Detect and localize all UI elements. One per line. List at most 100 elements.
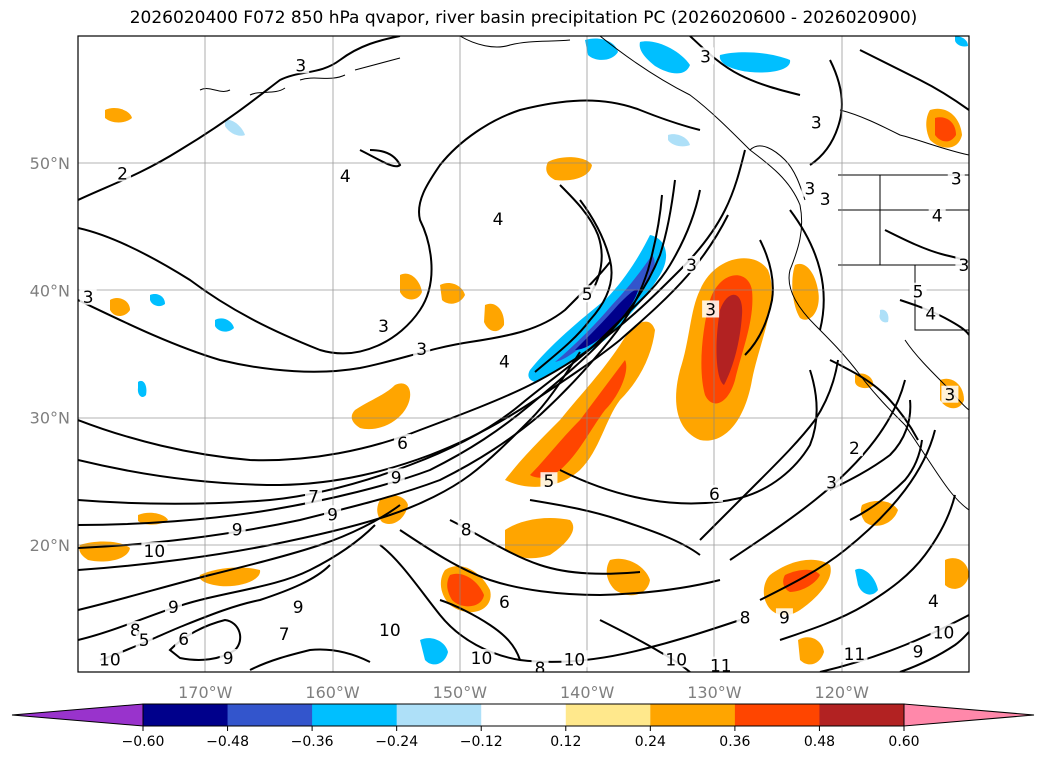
colorbar-tick-label: −0.60 [122,734,165,750]
coastlines [199,36,969,511]
colorbar: −0.60 −0.48 −0.36 −0.24 −0.12 0.12 0.24 0.36 0.4… [11,703,1035,750]
contour-label-halo [845,439,863,457]
colorbar-tick-label: −0.24 [375,734,418,750]
contour-label-halo [841,645,868,663]
colorbar-extend-max [903,703,1035,727]
colorbar-segment [565,704,651,726]
contour-label-halo [387,468,405,486]
colorbar-segment [819,704,905,726]
contour-label-halo [930,623,957,641]
contour-label: 5 [544,472,555,492]
contour-label: 8 [130,621,141,641]
contour-label: 3 [83,288,94,308]
contour-label-halo [96,650,123,668]
colorbar-segment [396,704,482,726]
contour-label-halo [707,656,734,672]
contour-label: 5 [582,285,593,305]
contour-label: 3 [700,47,711,67]
contour-label-halo [801,179,819,197]
contour-label: 3 [705,300,716,320]
contour-label-halo [578,285,596,303]
contour-label-halo [663,650,690,668]
contour-label-halo [928,206,946,224]
contour-label-halo [955,255,969,273]
contour-label-halo [135,631,153,649]
lat-tick-label: 40°N [30,281,70,300]
contour-label: 3 [811,113,822,133]
contour-label: 5 [913,283,924,303]
contour-label: 9 [327,505,338,525]
contour-label: 3 [958,256,969,276]
contour-label-halo [807,113,825,131]
contour-label: 11 [844,645,866,665]
contour-label-halo [683,255,701,273]
contour-label-halo [922,304,940,322]
lon-tick-label: 170°W [178,683,233,702]
colorbar-segment [312,704,398,726]
contour-label-halo [336,166,354,184]
colorbar-extend-min [11,703,144,727]
contour-label-halo [292,56,310,74]
contour-label: 10 [665,650,687,670]
contour-label: 3 [944,386,955,406]
contour-label: 8 [461,521,472,541]
lon-tick-label: 120°W [815,683,870,702]
colorbar-segment [650,704,736,726]
contour-label: 2 [849,439,860,459]
contour-label: 3 [951,169,962,189]
contour-label: 2 [117,164,128,184]
contour-label: 7 [308,487,319,507]
contour-label: 3 [416,340,427,360]
lat-lon-gridlines [78,36,969,672]
contour-label: 11 [710,657,732,677]
contour-label: 3 [826,473,837,493]
lon-tick-label: 130°W [687,683,742,702]
contour-label: 10 [144,542,166,562]
contour-label-halo [289,598,307,616]
contour-label: 4 [925,304,936,324]
contour-label-halo [495,352,513,370]
contour-label-halo [823,473,841,491]
shaded-negative-anomalies [137,36,968,665]
contour-label-halo [736,608,754,626]
contour-label-halo [531,659,549,672]
contour-label-halo [947,169,965,187]
lon-tick-label: 150°W [433,683,488,702]
contour-label: 9 [168,598,179,618]
contour-label: 6 [397,434,408,454]
colorbar-tick-label: −0.12 [460,734,503,750]
colorbar-segment [734,704,820,726]
contour-label-halo [175,629,193,647]
colorbar-tick-label: 0.24 [635,734,666,750]
contour-label: 10 [933,624,955,644]
colorbar-tick-label: 0.36 [719,734,750,750]
contour-label: 4 [928,592,939,612]
chart-title: 2026020400 F072 850 hPa qvapor, river ba… [129,8,918,28]
colorbar-tick-label: 0.60 [888,734,919,750]
contour-label-halo [702,300,720,318]
contour-label: 3 [378,317,389,337]
contour-label: 4 [932,206,943,226]
contour-label-halo [909,282,927,300]
contour-label: 10 [99,650,121,670]
contour-label-halo [489,210,507,228]
contour-label: 5 [139,631,150,651]
contour-label: 10 [379,621,401,641]
contour-label: 4 [499,353,510,373]
contour-label: 9 [223,649,234,669]
longitude-axis: 170°W 160°W 150°W 140°W 130°W 120°W [178,683,869,702]
contour-label: 3 [804,180,815,200]
contour-label: 9 [391,468,402,488]
lon-tick-label: 140°W [560,683,615,702]
contour-label-halo [324,505,342,523]
contour-label-halo [79,287,97,305]
contour-label-halo [561,650,588,668]
contour-label: 9 [293,598,304,618]
contour-label-halo [376,621,403,639]
colorbar-segment [227,704,313,726]
contour-label-halo [468,649,495,667]
contour-label: 6 [709,485,720,505]
contour-label: 4 [493,210,504,230]
